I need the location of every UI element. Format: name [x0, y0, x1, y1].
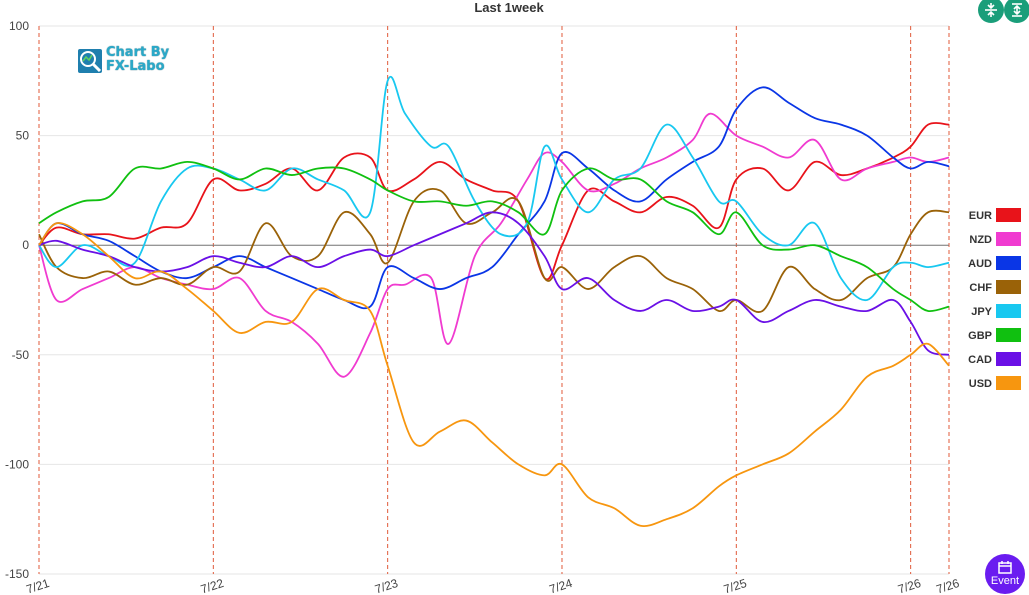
legend-swatch-gbp [996, 328, 1021, 342]
event-button[interactable]: Event [985, 554, 1025, 594]
series-line-usd [38, 222, 950, 528]
y-tick-label: 100 [9, 19, 29, 33]
legend-swatch-aud [996, 256, 1021, 270]
x-tick-label: 7/26 [896, 576, 923, 595]
event-label: Event [990, 575, 1020, 587]
legend-label-eur: EUR [969, 210, 992, 222]
x-tick-label: 7/26 [934, 576, 961, 595]
x-axis-ticks: 7/21 7/22 7/23 7/24 7/25 7/26 7/26 [24, 576, 961, 595]
legend-label-chf: CHF [969, 282, 992, 294]
legend-label-nzd: NZD [969, 234, 992, 246]
legend-swatch-usd [996, 376, 1021, 390]
series-line-chf [38, 187, 950, 313]
x-tick-label: 7/23 [373, 576, 400, 595]
logo-line-2: FX-Labo [106, 59, 165, 74]
expand-vertical-button[interactable] [1004, 0, 1029, 23]
compress-vertical-icon [985, 3, 997, 17]
legend-swatch-nzd [996, 232, 1021, 246]
legend-label-aud: AUD [968, 258, 992, 270]
series-line-jpy [38, 76, 950, 302]
y-axis-ticks: 100 50 0 -50 -100 -150 [5, 19, 29, 581]
y-tick-label: -50 [12, 348, 30, 362]
x-tick-label: 7/24 [547, 576, 574, 595]
x-tick-label: 7/25 [722, 576, 749, 595]
legend-swatch-chf [996, 280, 1021, 294]
legend-swatch-eur [996, 208, 1021, 222]
x-tick-label: 7/21 [24, 576, 51, 595]
series-line-gbp [38, 161, 950, 313]
logo-text: Chart By FX-Labo [106, 46, 169, 74]
legend-swatch-cad [996, 352, 1021, 366]
y-tick-label: 0 [22, 238, 29, 252]
fx-labo-logo: Chart By FX-Labo [76, 46, 172, 76]
x-tick-label: 7/22 [199, 576, 226, 595]
legend-swatch-jpy [996, 304, 1021, 318]
series-line-cad [38, 211, 950, 356]
legend-label-gbp: GBP [968, 330, 992, 342]
chart-title: Last 1week [474, 0, 544, 15]
legend: EUR NZD AUD CHF JPY GBP CAD USD [968, 208, 1021, 390]
series-line-eur [38, 122, 950, 281]
y-tick-label: 50 [16, 129, 30, 143]
y-tick-label: -100 [5, 457, 29, 471]
legend-label-cad: CAD [968, 354, 992, 366]
x-tick-lines [38, 26, 950, 574]
series-lines [38, 76, 950, 528]
legend-label-usd: USD [969, 378, 992, 390]
compress-vertical-button[interactable] [978, 0, 1004, 23]
logo-magnifier-icon [78, 49, 102, 73]
series-line-aud [38, 86, 950, 310]
expand-vertical-icon [1012, 3, 1022, 17]
legend-label-jpy: JPY [971, 306, 992, 318]
logo-line-1: Chart By [106, 45, 170, 60]
y-tick-label: -150 [5, 567, 29, 581]
calendar-icon [998, 561, 1012, 574]
series-line-nzd [38, 112, 950, 378]
